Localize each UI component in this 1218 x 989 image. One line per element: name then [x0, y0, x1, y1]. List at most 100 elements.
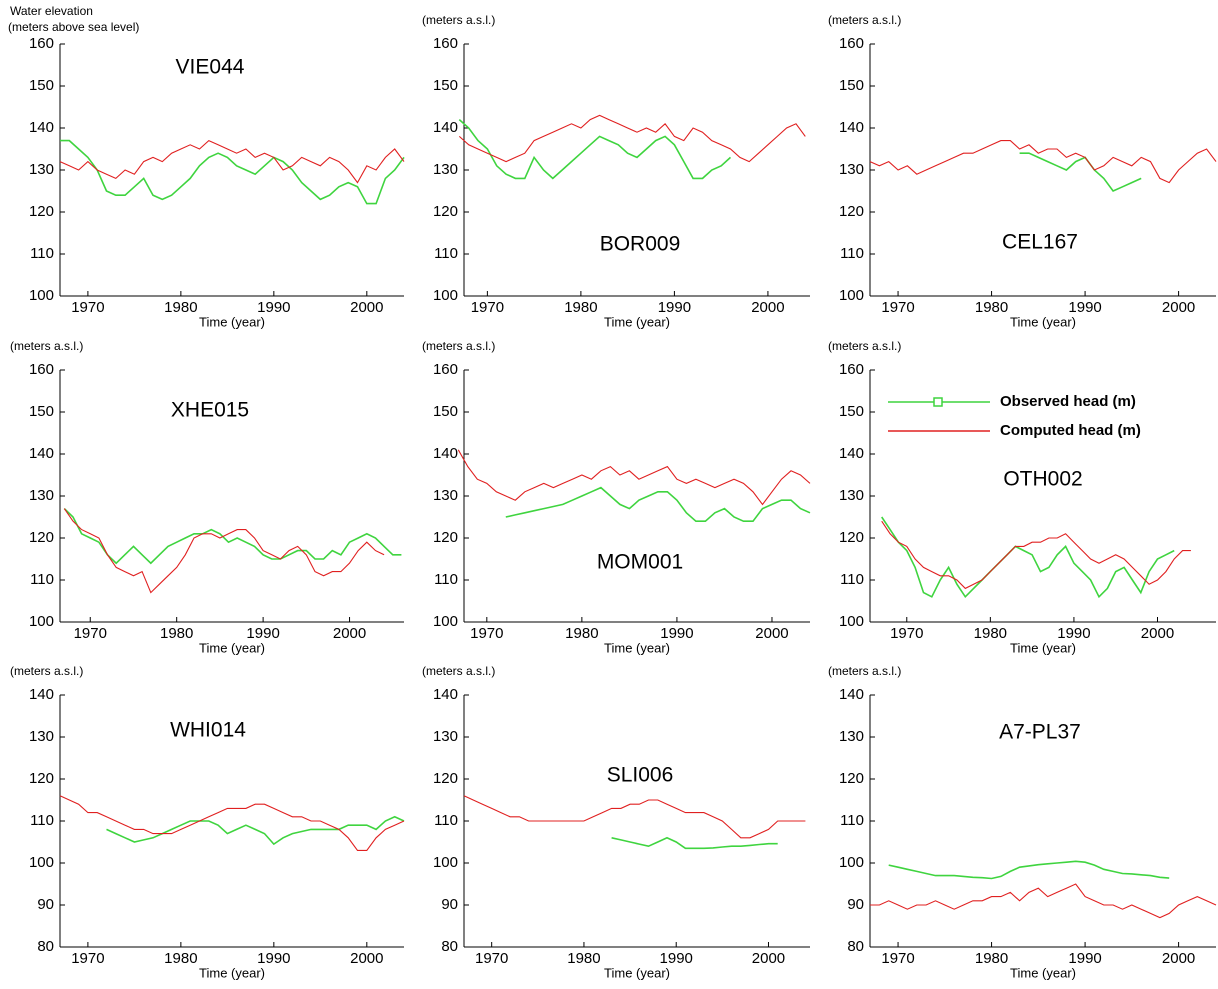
y-tick-label: 90	[847, 896, 864, 913]
y-axis-label: (meters a.s.l.)	[828, 13, 901, 27]
series-line	[881, 520, 1191, 590]
series-line	[1019, 152, 1142, 192]
panel: 100 110 120 130 140 150 160 1970 1980 1990 2000 Tim…	[422, 339, 811, 655]
chart-title: SLI006	[607, 764, 674, 787]
series-line	[63, 508, 402, 565]
y-tick-label: 120	[433, 529, 458, 546]
y-tick-label: 80	[441, 938, 458, 955]
series-line	[63, 508, 385, 594]
x-tick-label: 2000	[350, 299, 383, 316]
x-tick-label: 1970	[71, 299, 104, 316]
y-axis-label: (meters a.s.l.)	[10, 664, 83, 678]
y-tick-label: 100	[433, 613, 458, 630]
legend-label: Observed head (m)	[1000, 393, 1136, 410]
x-tick-label: 1970	[475, 950, 508, 967]
x-tick-label: 1980	[565, 625, 598, 642]
x-tick-label: 1990	[1068, 950, 1101, 967]
x-tick-label: 1990	[1068, 299, 1101, 316]
y-tick-label: 140	[29, 119, 54, 136]
x-axis-label: Time (year)	[199, 965, 265, 980]
y-tick-label: 140	[839, 119, 864, 136]
series-line	[457, 449, 811, 506]
x-tick-label: 1990	[246, 625, 279, 642]
legend-marker	[933, 397, 943, 407]
y-tick-label: 80	[847, 938, 864, 955]
x-tick-label: 1990	[660, 950, 693, 967]
y-tick-label: 150	[433, 403, 458, 420]
chart-title: BOR009	[600, 233, 681, 256]
x-tick-label: 2000	[1162, 299, 1195, 316]
y-axis-label: (meters a.s.l.)	[422, 339, 495, 353]
y-tick-label: 120	[839, 203, 864, 220]
panel: 80 90 100 110 120 130 140 1970 1980 1990 2000 Time …	[10, 664, 405, 980]
x-tick-label: 1990	[658, 299, 691, 316]
y-axis-label: (meters a.s.l.)	[828, 339, 901, 353]
chart-title: A7-PL37	[999, 721, 1081, 744]
chart-title: OTH002	[1003, 468, 1082, 491]
y-tick-label: 120	[433, 770, 458, 787]
chart-title: MOM001	[597, 551, 683, 574]
y-tick-label: 120	[433, 203, 458, 220]
chart-title: CEL167	[1002, 231, 1078, 254]
y-tick-label: 110	[840, 812, 864, 829]
y-axis-label: (meters a.s.l.)	[422, 13, 495, 27]
x-tick-label: 1970	[470, 625, 503, 642]
series-line	[888, 860, 1170, 880]
x-tick-label: 1990	[1057, 625, 1090, 642]
y-tick-label: 90	[37, 896, 54, 913]
series-line	[59, 139, 405, 184]
y-tick-label: 140	[433, 445, 458, 462]
x-tick-label: 1980	[164, 299, 197, 316]
series-line	[870, 883, 1217, 919]
y-tick-label: 130	[29, 728, 54, 745]
x-axis-label: Time (year)	[604, 965, 670, 980]
x-tick-label: 1980	[164, 950, 197, 967]
y-tick-label: 160	[839, 361, 864, 378]
panel: 100 110 120 130 140 150 160 1970 1980 1990 2000 Tim…	[422, 13, 810, 329]
y-tick-label: 120	[29, 529, 54, 546]
chart-title: VIE044	[176, 56, 245, 79]
x-axis-label: Time (year)	[1010, 314, 1076, 329]
series-line	[458, 119, 732, 180]
x-tick-label: 1980	[564, 299, 597, 316]
y-tick-label: 100	[433, 287, 458, 304]
y-tick-label: 130	[433, 728, 458, 745]
y-tick-label: 130	[29, 161, 54, 178]
y-tick-label: 110	[434, 812, 458, 829]
legend-label: Computed head (m)	[1000, 422, 1141, 439]
x-tick-label: 2000	[350, 950, 383, 967]
y-tick-label: 110	[30, 812, 54, 829]
x-tick-label: 1980	[975, 299, 1008, 316]
y-tick-label: 100	[839, 854, 864, 871]
series-line	[463, 795, 806, 839]
x-tick-label: 2000	[751, 299, 784, 316]
x-tick-label: 1970	[881, 299, 914, 316]
y-tick-label: 130	[839, 728, 864, 745]
y-tick-label: 100	[839, 613, 864, 630]
y-axis-label: (meters a.s.l.)	[828, 664, 901, 678]
x-axis-label: Time (year)	[199, 640, 265, 655]
chart-title: XHE015	[171, 399, 249, 422]
y-tick-label: 110	[30, 571, 54, 588]
y-tick-label: 130	[839, 161, 864, 178]
y-tick-label: 160	[29, 361, 54, 378]
y-tick-label: 150	[29, 77, 54, 94]
x-tick-label: 1980	[974, 625, 1007, 642]
y-axis-label: (meters a.s.l.)	[422, 664, 495, 678]
y-tick-label: 100	[29, 287, 54, 304]
y-tick-label: 150	[29, 403, 54, 420]
chart-title: WHI014	[170, 719, 246, 742]
y-tick-label: 140	[839, 445, 864, 462]
series-line	[59, 795, 405, 851]
y-tick-label: 110	[840, 571, 864, 588]
y-tick-label: 150	[839, 77, 864, 94]
series-line	[611, 836, 778, 850]
series-line	[60, 139, 405, 205]
y-tick-label: 100	[433, 854, 458, 871]
y-tick-label: 140	[433, 119, 458, 136]
x-tick-label: 2000	[333, 625, 366, 642]
series-line	[869, 140, 1217, 184]
y-tick-label: 90	[441, 896, 458, 913]
y-tick-label: 120	[29, 770, 54, 787]
